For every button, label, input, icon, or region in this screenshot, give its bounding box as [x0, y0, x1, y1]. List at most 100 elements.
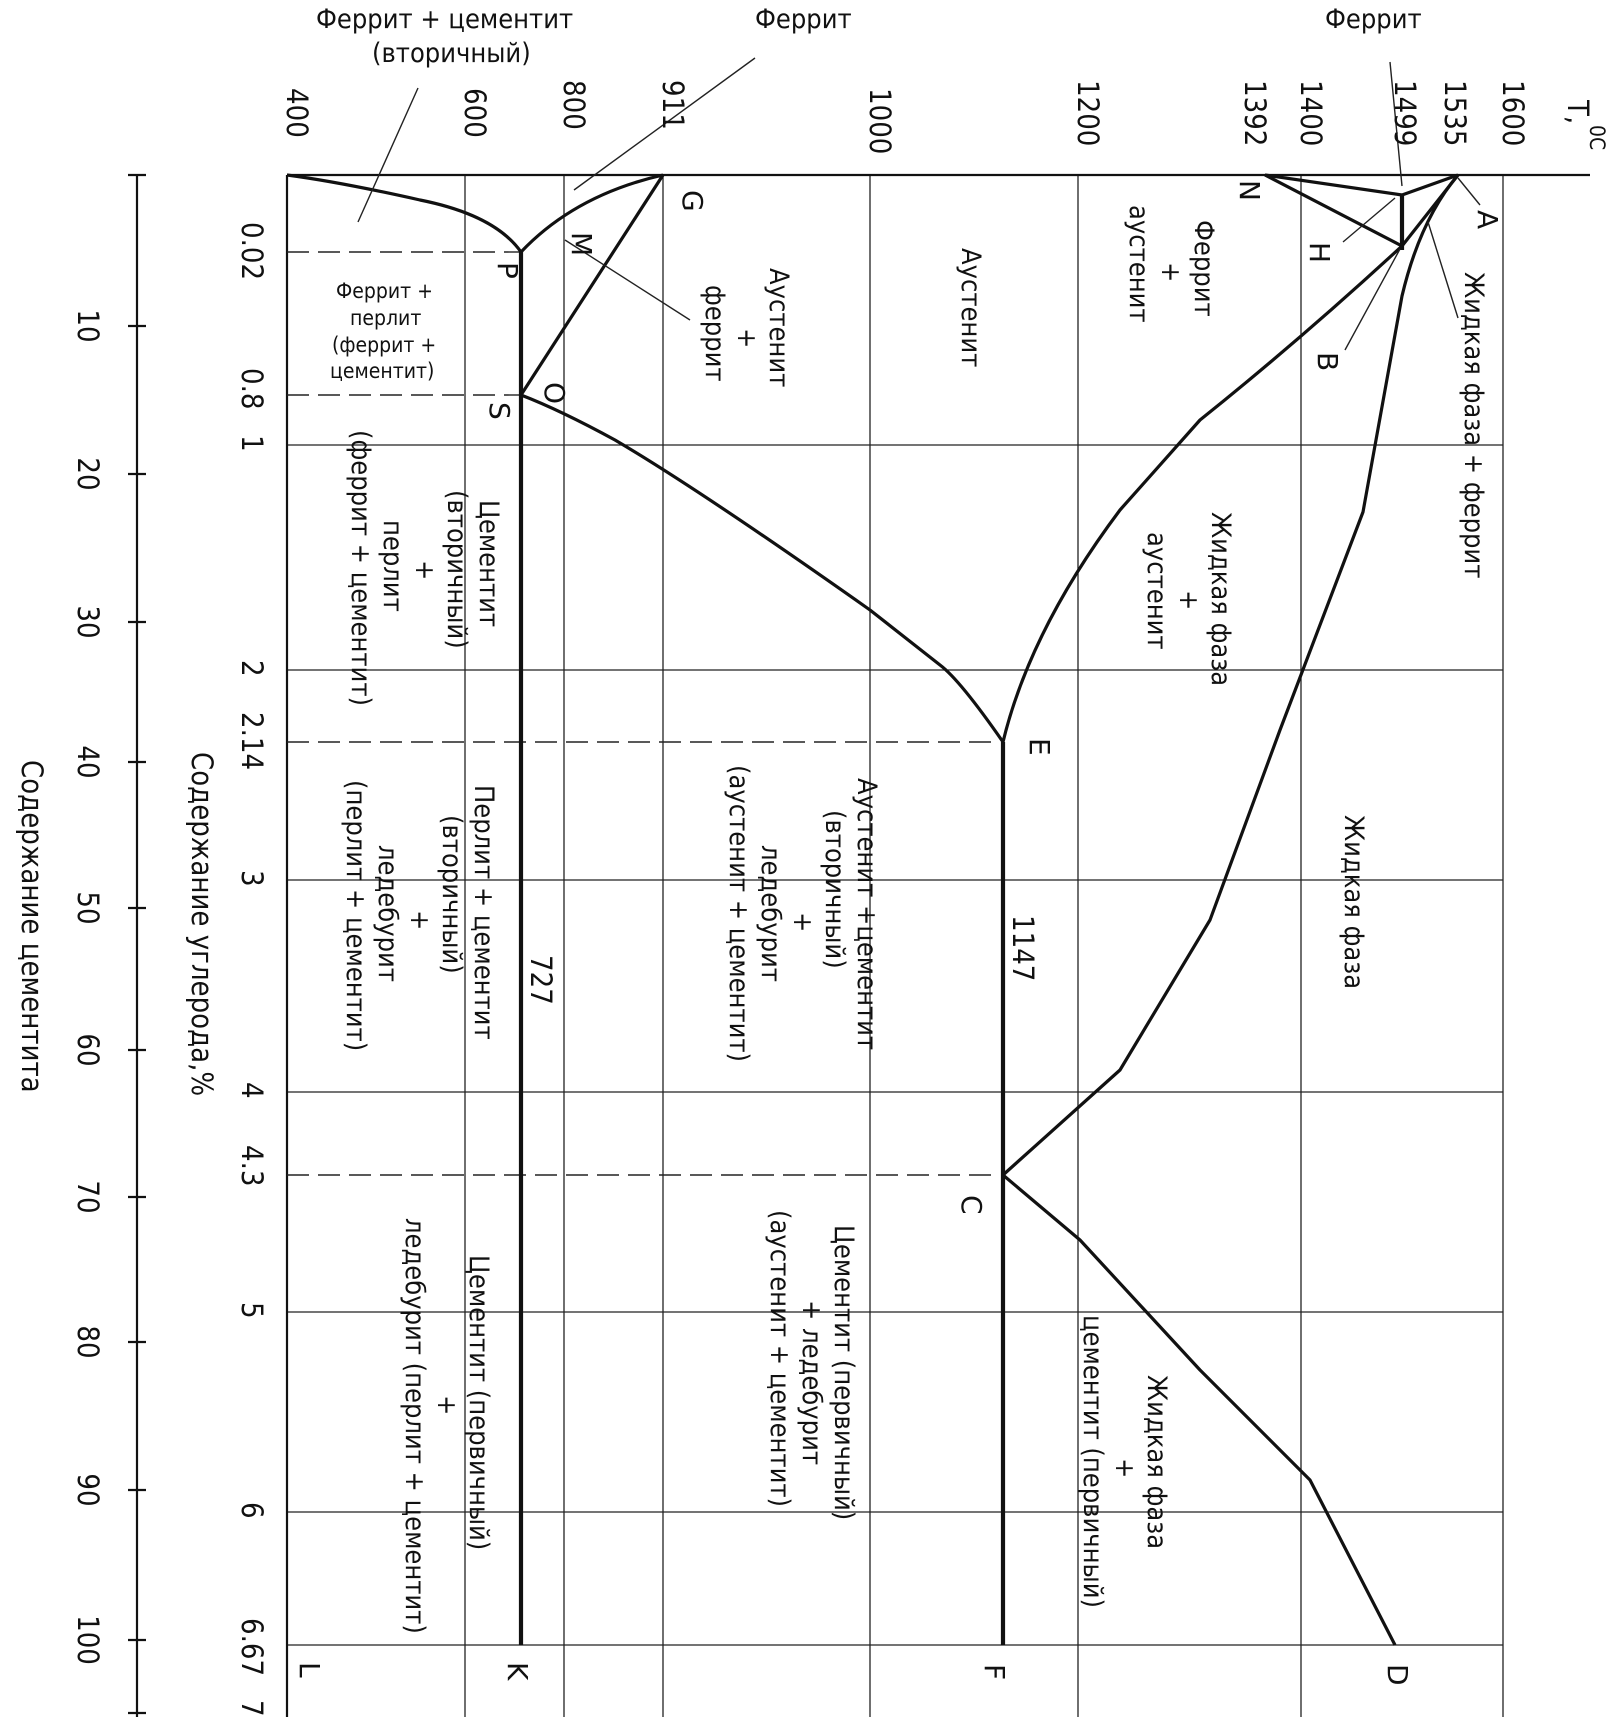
tick-1400: 1400 — [1294, 80, 1328, 146]
tick-1600: 1600 — [1496, 80, 1530, 146]
tick-cem-50: 50 — [71, 891, 105, 924]
label-cem-pearlite-4: перлит — [377, 520, 408, 612]
tick-cem-20: 20 — [71, 457, 105, 490]
label-ferrite-top-right: Феррит — [1325, 4, 1422, 35]
point-labels: A B C D E F G H K L M N O P S — [293, 180, 1504, 1686]
label-austenite: Аустенит — [955, 248, 986, 367]
tick-c-2.14: 2.14 — [235, 712, 269, 770]
label-ferrite-pearlite-3: (феррит + — [332, 333, 436, 357]
label-liquid-austenite-1: Жидкая фаза — [1205, 512, 1236, 686]
point-H: H — [1303, 242, 1336, 263]
tick-600: 600 — [458, 88, 492, 138]
label-cem-led-low-1: Цементит (первичный) — [463, 1255, 494, 1550]
point-O: O — [538, 382, 571, 404]
point-A: A — [1471, 210, 1504, 229]
label-cem-led-low-3: ледебурит (перлит + цементит) — [399, 1218, 430, 1634]
tick-c-3: 3 — [235, 870, 269, 887]
label-pearl-cem-led-5: (перлит + цементит) — [340, 780, 371, 1051]
phase-lines — [286, 173, 1460, 1646]
temperature-axis-label: T, — [1561, 99, 1595, 124]
label-cem-led-low-2: + — [431, 1395, 462, 1415]
tick-400: 400 — [280, 88, 314, 138]
tick-c-5: 5 — [235, 1302, 269, 1319]
point-K: K — [501, 1662, 534, 1681]
label-cem-pearlite-3: + — [409, 560, 440, 580]
label-pearl-cem-led-1: Перлит + цементит — [468, 785, 499, 1040]
label-cem-pearlite-5: (феррит + цементит) — [345, 430, 376, 706]
tick-cem-80: 80 — [71, 1325, 105, 1358]
label-ferrite-top-left: Феррит — [755, 4, 852, 35]
tick-911: 911 — [656, 80, 690, 130]
tick-cem-30: 30 — [71, 605, 105, 638]
tick-c-6.67: 6.67 — [235, 1618, 269, 1676]
label-ferrite-austenite-1: Феррит — [1188, 220, 1219, 317]
tick-800: 800 — [557, 80, 591, 130]
label-cem-pearlite-2: (вторичный) — [441, 490, 472, 649]
tick-c-7: 7 — [235, 1700, 269, 1717]
point-D: D — [1381, 1664, 1414, 1686]
point-C: C — [955, 1195, 988, 1215]
label-liquid-cem-2: + — [1109, 1458, 1140, 1478]
carbon-tick-labels: 0.02 0.8 1 2 2.14 3 4 4.3 5 6 6.67 7 Сод… — [185, 222, 269, 1717]
tick-cem-10: 10 — [71, 309, 105, 342]
tick-c-1: 1 — [235, 435, 269, 452]
carbon-axis-label: Содержание углерода,% — [185, 752, 219, 1096]
label-ferrite-cementite-2: (вторичный) — [372, 38, 531, 69]
tick-c-4.3: 4.3 — [235, 1145, 269, 1186]
tick-cem-100: 100 — [71, 1615, 105, 1665]
label-cem-led-high-3: (аустенит + цементит) — [764, 1210, 795, 1507]
label-liquid-austenite-2: + — [1173, 590, 1204, 610]
tick-cem-90: 90 — [71, 1473, 105, 1506]
tick-cem-70: 70 — [71, 1180, 105, 1213]
tick-1535: 1535 — [1438, 80, 1472, 146]
point-F: F — [978, 1664, 1011, 1680]
temperature-unit: 0C — [1585, 125, 1609, 150]
label-aus-cem-led-4: ледебурит — [755, 845, 786, 982]
label-liquid: Жидкая фаза — [1338, 815, 1369, 989]
temperature-gridlines — [464, 175, 1504, 1717]
label-cem-led-high-1: Цементит (первичный) — [828, 1225, 859, 1520]
label-ferrite-cementite-1: Феррит + цементит — [316, 4, 573, 35]
carbon-gridlines — [287, 444, 1503, 1646]
label-liquid-ferrite: Жидкая фаза + феррит — [1458, 272, 1489, 578]
label-liquid-cem-1: Жидкая фаза — [1141, 1375, 1172, 1549]
label-pearl-cem-led-2: (вторичный) — [436, 815, 467, 974]
label-aus-cem-led-3: + — [787, 912, 818, 932]
tick-c-4: 4 — [235, 1082, 269, 1099]
label-aus-cem-led-2: (вторичный) — [819, 810, 850, 969]
tick-c-2: 2 — [235, 660, 269, 677]
tick-c-6: 6 — [235, 1502, 269, 1519]
label-ferrite-pearlite-1: Феррит + — [336, 279, 433, 303]
point-L: L — [293, 1662, 326, 1678]
point-B: B — [1311, 352, 1344, 371]
point-M: M — [565, 232, 598, 256]
label-pearl-cem-led-3: + — [404, 910, 435, 930]
label-austenite-ferrite-3: феррит — [699, 285, 730, 382]
tick-cem-60: 60 — [71, 1033, 105, 1066]
label-ferrite-austenite-2: + — [1155, 262, 1186, 282]
region-labels: Феррит Феррит Феррит + цементит (вторичн… — [316, 4, 1489, 1634]
dashed-lines — [287, 251, 1000, 1176]
tick-c-0.8: 0.8 — [235, 368, 269, 409]
tick-727: 727 — [524, 955, 558, 1005]
point-S: S — [483, 402, 516, 420]
point-P: P — [491, 262, 524, 279]
cementite-axis-label: Содержание цементита — [15, 760, 49, 1093]
label-ferrite-austenite-3: аустенит — [1123, 205, 1154, 323]
leader-lines — [357, 57, 1481, 351]
label-ferrite-pearlite-4: цементит) — [330, 359, 434, 383]
label-austenite-ferrite-2: + — [731, 328, 762, 348]
cementite-tick-labels: 10 20 30 40 50 60 70 80 90 100 Содержани… — [15, 309, 105, 1665]
tick-1200: 1200 — [1071, 80, 1105, 146]
tick-c-0.02: 0.02 — [235, 222, 269, 280]
label-aus-cem-led-5: (аустенит + цементит) — [723, 765, 754, 1062]
label-cem-led-high-2: + ледебурит — [796, 1300, 827, 1465]
label-ferrite-pearlite-2: перлит — [350, 306, 421, 330]
tick-1392: 1392 — [1238, 80, 1272, 146]
label-pearl-cem-led-4: ледебурит — [372, 845, 403, 982]
label-liquid-austenite-3: аустенит — [1141, 532, 1172, 650]
label-cem-pearlite-1: Цементит — [473, 500, 504, 627]
label-aus-cem-led-1: Аустенит +цементит — [851, 778, 882, 1050]
tick-1000: 1000 — [863, 88, 897, 154]
